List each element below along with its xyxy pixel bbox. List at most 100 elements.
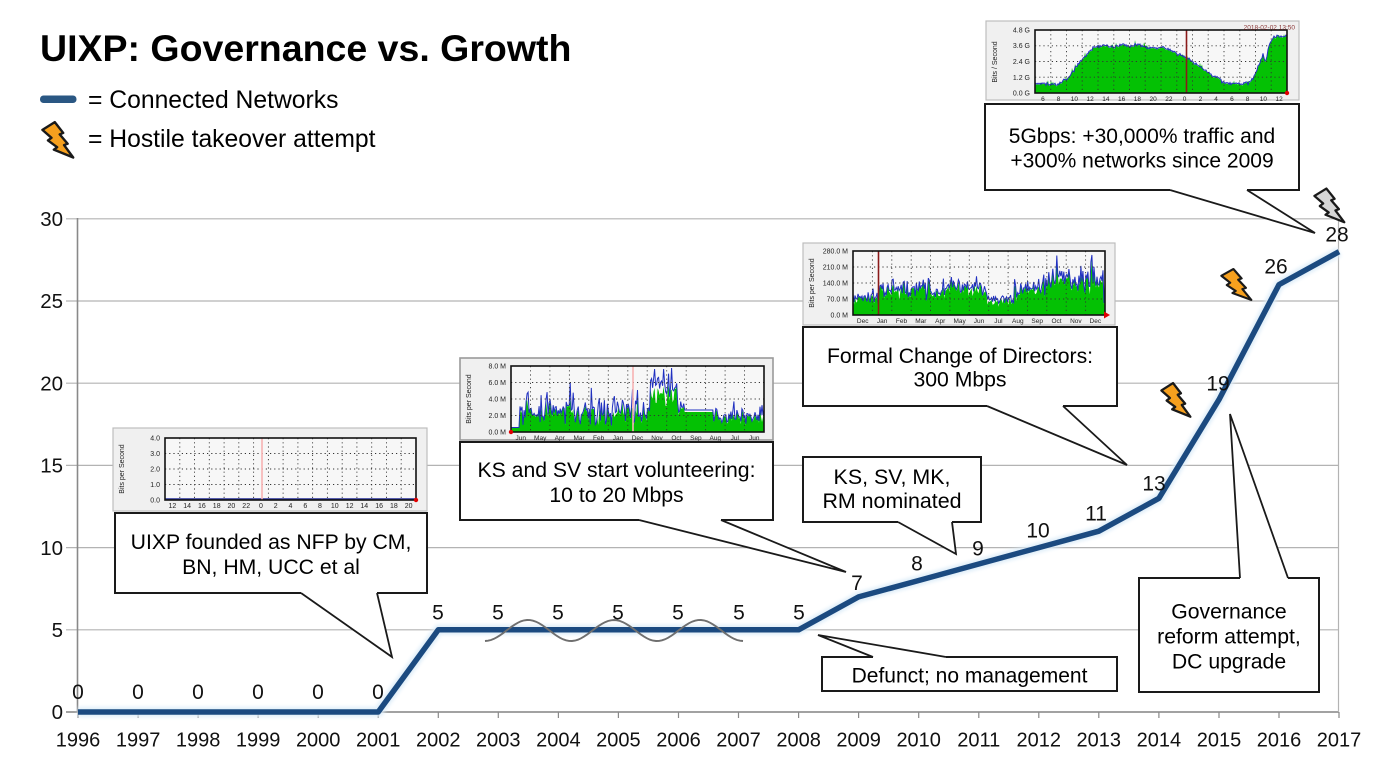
svg-text:16: 16: [375, 503, 383, 510]
svg-text:2017: 2017: [1317, 730, 1362, 752]
svg-text:Apr: Apr: [555, 435, 566, 442]
svg-text:10: 10: [331, 503, 339, 510]
svg-text:May: May: [953, 318, 966, 325]
svg-text:12: 12: [169, 503, 177, 510]
svg-text:1998: 1998: [176, 730, 221, 752]
svg-text:10: 10: [1260, 96, 1268, 103]
svg-text:5: 5: [672, 602, 684, 625]
svg-text:0.0 M: 0.0 M: [830, 313, 848, 320]
svg-text:2007: 2007: [716, 730, 761, 752]
svg-text:2001: 2001: [356, 730, 401, 752]
svg-text:14: 14: [183, 503, 191, 510]
svg-text:0.0 M: 0.0 M: [488, 430, 506, 437]
svg-text:5: 5: [612, 602, 624, 625]
svg-text:Oct: Oct: [671, 435, 681, 442]
svg-text:2005: 2005: [596, 730, 641, 752]
svg-text:4: 4: [289, 503, 293, 510]
svg-text:KS, SV, MK,: KS, SV, MK,: [834, 465, 951, 489]
svg-text:Jun: Jun: [974, 318, 985, 325]
svg-text:2010: 2010: [896, 730, 941, 752]
svg-text:4.8 G: 4.8 G: [1013, 28, 1030, 35]
svg-text:Jun: Jun: [515, 435, 526, 442]
svg-text:18: 18: [390, 503, 398, 510]
svg-text:2.4 G: 2.4 G: [1013, 59, 1030, 66]
svg-text:Dec: Dec: [1090, 318, 1102, 325]
svg-text:Jul: Jul: [731, 435, 740, 442]
svg-text:reform attempt,: reform attempt,: [1157, 626, 1301, 649]
svg-text:1.2 G: 1.2 G: [1013, 75, 1030, 82]
svg-text:0: 0: [312, 681, 324, 704]
svg-text:8.0 M: 8.0 M: [488, 364, 506, 371]
svg-text:8: 8: [1057, 96, 1061, 103]
svg-text:1997: 1997: [116, 730, 161, 752]
svg-text:Defunct; no management: Defunct; no management: [852, 664, 1088, 687]
svg-text:4.0 M: 4.0 M: [488, 397, 506, 404]
svg-text:2011: 2011: [957, 730, 1000, 752]
svg-text:5: 5: [733, 602, 745, 625]
svg-text:0: 0: [132, 681, 144, 704]
svg-text:Bits / Second: Bits / Second: [992, 41, 999, 82]
svg-text:2016: 2016: [1257, 730, 1302, 752]
svg-text:2.0: 2.0: [150, 467, 160, 474]
svg-text:2000: 2000: [296, 730, 341, 752]
svg-text:0: 0: [372, 681, 384, 704]
svg-text:2002: 2002: [416, 730, 461, 752]
svg-text:= Hostile takeover attempt: = Hostile takeover attempt: [88, 126, 376, 153]
svg-text:May: May: [534, 435, 547, 442]
svg-text:Sep: Sep: [1031, 318, 1043, 325]
svg-text:12: 12: [1275, 96, 1283, 103]
svg-text:0: 0: [72, 681, 84, 704]
svg-text:22: 22: [1165, 96, 1173, 103]
svg-text:11: 11: [1085, 502, 1107, 525]
svg-text:Sep: Sep: [690, 435, 702, 442]
svg-text:6: 6: [1041, 96, 1045, 103]
svg-text:12: 12: [1086, 96, 1094, 103]
svg-text:5: 5: [432, 602, 444, 625]
svg-text:2008: 2008: [776, 730, 821, 752]
svg-text:KS and SV start volunteering:: KS and SV start volunteering:: [478, 459, 756, 482]
svg-text:2012: 2012: [1017, 730, 1062, 752]
svg-text:0.0 G: 0.0 G: [1013, 91, 1030, 98]
svg-text:Feb: Feb: [593, 435, 605, 442]
svg-text:6: 6: [303, 503, 307, 510]
svg-text:0.0: 0.0: [150, 498, 160, 505]
svg-text:+300% networks since 2009: +300% networks since 2009: [1010, 150, 1273, 173]
svg-text:0: 0: [1183, 96, 1187, 103]
svg-text:UIXP: Governance vs. Growth: UIXP: Governance vs. Growth: [40, 27, 571, 69]
svg-text:5: 5: [793, 602, 805, 625]
svg-text:7: 7: [851, 572, 863, 595]
svg-text:Nov: Nov: [1070, 318, 1082, 325]
svg-text:BN, HM, UCC et al: BN, HM, UCC et al: [182, 556, 360, 579]
svg-text:210.0 M: 210.0 M: [823, 265, 848, 272]
svg-text:140.0 M: 140.0 M: [823, 281, 848, 288]
svg-text:28: 28: [1325, 223, 1348, 246]
svg-text:20: 20: [228, 503, 236, 510]
svg-text:8: 8: [1246, 96, 1250, 103]
svg-text:RM nominated: RM nominated: [822, 489, 961, 513]
svg-text:1.0: 1.0: [150, 482, 160, 489]
svg-text:Dec: Dec: [857, 318, 869, 325]
svg-text:Nov: Nov: [651, 435, 663, 442]
svg-text:Jan: Jan: [613, 435, 624, 442]
svg-text:DC upgrade: DC upgrade: [1172, 651, 1286, 674]
svg-text:4.0: 4.0: [150, 436, 160, 443]
svg-text:9: 9: [972, 537, 984, 560]
svg-text:0: 0: [252, 681, 264, 704]
svg-text:25: 25: [40, 290, 63, 313]
svg-text:2014: 2014: [1137, 730, 1182, 752]
svg-text:10: 10: [1071, 96, 1079, 103]
svg-text:70.0 M: 70.0 M: [827, 297, 849, 304]
svg-text:Mar: Mar: [573, 435, 585, 442]
svg-text:Mar: Mar: [915, 318, 927, 325]
svg-text:2006: 2006: [656, 730, 701, 752]
svg-text:16: 16: [198, 503, 206, 510]
svg-text:5: 5: [492, 602, 504, 625]
svg-text:10: 10: [1026, 519, 1049, 542]
svg-text:18: 18: [213, 503, 221, 510]
svg-text:5: 5: [52, 619, 63, 642]
svg-text:6.0 M: 6.0 M: [488, 380, 506, 387]
svg-text:2: 2: [1199, 96, 1203, 103]
svg-text:22: 22: [242, 503, 250, 510]
svg-text:Dec: Dec: [632, 435, 644, 442]
svg-text:5Gbps: +30,000% traffic and: 5Gbps: +30,000% traffic and: [1009, 125, 1275, 148]
